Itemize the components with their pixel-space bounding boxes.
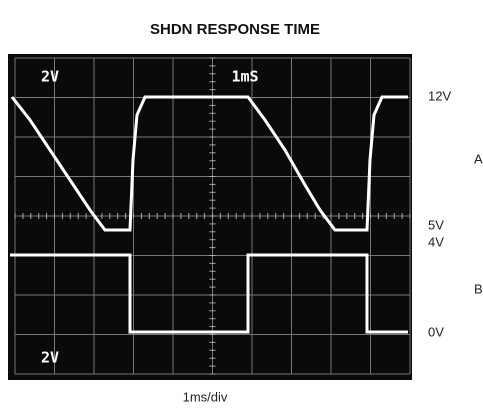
scope-figure: SHDN RESPONSE TIME 2V 1mS 2V 12V 5V 4V 0… xyxy=(0,0,483,410)
ch-a-scale: 2V xyxy=(41,68,59,86)
x-axis-label: 1ms/div xyxy=(183,389,228,404)
timebase: 1mS xyxy=(231,68,258,86)
ch-b-scale: 2V xyxy=(41,349,59,367)
level-label: 4V xyxy=(428,234,444,249)
level-label: 12V xyxy=(428,88,451,103)
trace-label: A xyxy=(474,151,483,166)
level-label: 0V xyxy=(428,324,444,339)
title: SHDN RESPONSE TIME xyxy=(150,21,320,38)
level-label: 5V xyxy=(428,217,444,232)
trace-label: B xyxy=(474,281,483,296)
